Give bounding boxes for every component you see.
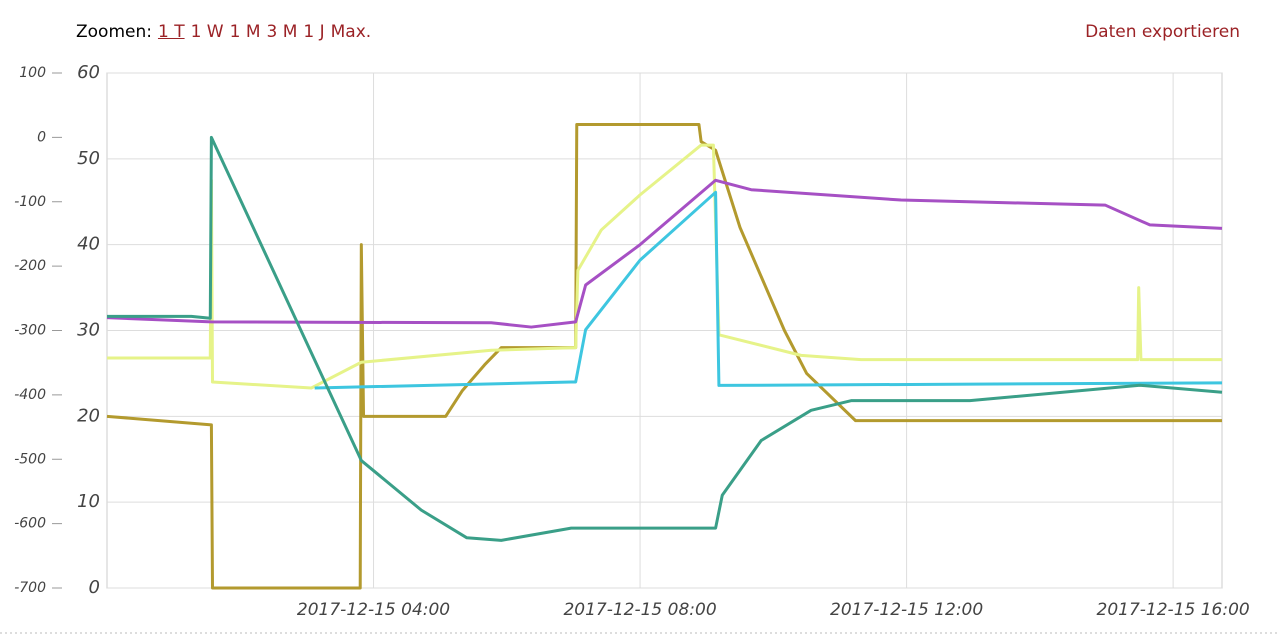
zoom-option[interactable]: 1 W [190,22,224,42]
y2-tick-label: -600 [14,516,46,532]
y2-tick-label: -300 [14,323,46,339]
y2-tick-label: 0 [37,129,46,145]
zoom-option[interactable]: 3 M [266,22,298,42]
series-line [107,143,1222,390]
y-tick-label: 20 [77,405,100,426]
series-line [107,135,1223,542]
y-tick-label: 30 [77,320,100,341]
x-tick-label: 2017-12-15 08:00 [563,600,716,620]
y-tick-label: 50 [77,148,100,169]
x-tick-label: 2017-12-15 04:00 [297,600,450,620]
y-tick-label: 0 [89,577,100,598]
y2-tick-label: -700 [14,580,46,596]
series-line [314,190,1223,390]
x-tick-label: 2017-12-15 12:00 [830,600,983,620]
zoom-label: Zoomen: [76,22,152,42]
y-tick-label: 10 [77,491,100,512]
x-tick-label: 2017-12-15 16:00 [1097,600,1250,620]
zoom-option[interactable]: 1 M [229,22,261,42]
series-line [106,123,1222,590]
y-tick-label: 60 [77,62,100,83]
y2-tick-label: -200 [14,258,46,274]
zoom-option[interactable]: Max. [330,22,372,42]
zoom-option[interactable]: 1 T [157,22,185,42]
y2-tick-label: -100 [14,194,46,210]
export-link[interactable]: Daten exportieren [1085,22,1240,42]
y2-tick-label: 100 [19,65,46,81]
series-line [106,178,1223,329]
zoom-option[interactable]: 1 J [303,22,325,42]
y2-tick-label: -500 [14,451,46,467]
y2-tick-label: -400 [14,387,46,403]
y-tick-label: 40 [77,234,100,255]
